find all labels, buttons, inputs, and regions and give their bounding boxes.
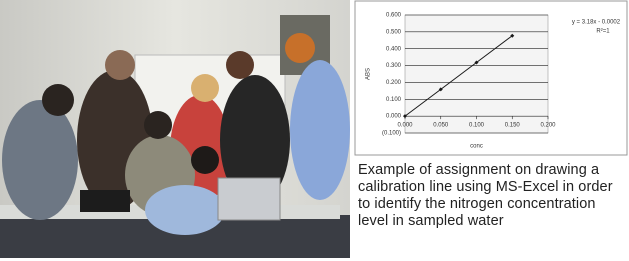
y-tick-label: 0.100 [386, 97, 402, 103]
photo [0, 0, 350, 258]
annotation: y = 3.18x - 0.0002 [572, 20, 621, 26]
x-tick-label: 0.150 [505, 123, 521, 129]
plot-area [405, 15, 548, 133]
y-tick-label: 0.500 [386, 29, 402, 35]
y-tick-label: 0.000 [386, 114, 402, 120]
y-tick-label: 0.300 [386, 63, 402, 69]
y-tick-label: 0.600 [386, 13, 402, 19]
y-tick-label: (0.100) [382, 131, 401, 137]
y-tick-label: 0.400 [386, 46, 402, 52]
x-tick-label: 0.050 [433, 123, 449, 129]
caption: Example of assignment on drawing a calib… [358, 162, 626, 230]
x-tick-label: 0.100 [469, 123, 485, 129]
x-axis-label: conc [470, 144, 483, 150]
y-axis-label: ABS [366, 68, 372, 80]
y-tick-label: 0.200 [386, 80, 402, 86]
x-tick-label: 0.000 [397, 123, 413, 129]
x-tick-label: 0.200 [540, 123, 556, 129]
annotation: R²=1 [596, 29, 610, 35]
page: (0.100) 0.000 0.100 0.200 0.300 0.400 0.500 0.6… [0, 0, 629, 261]
